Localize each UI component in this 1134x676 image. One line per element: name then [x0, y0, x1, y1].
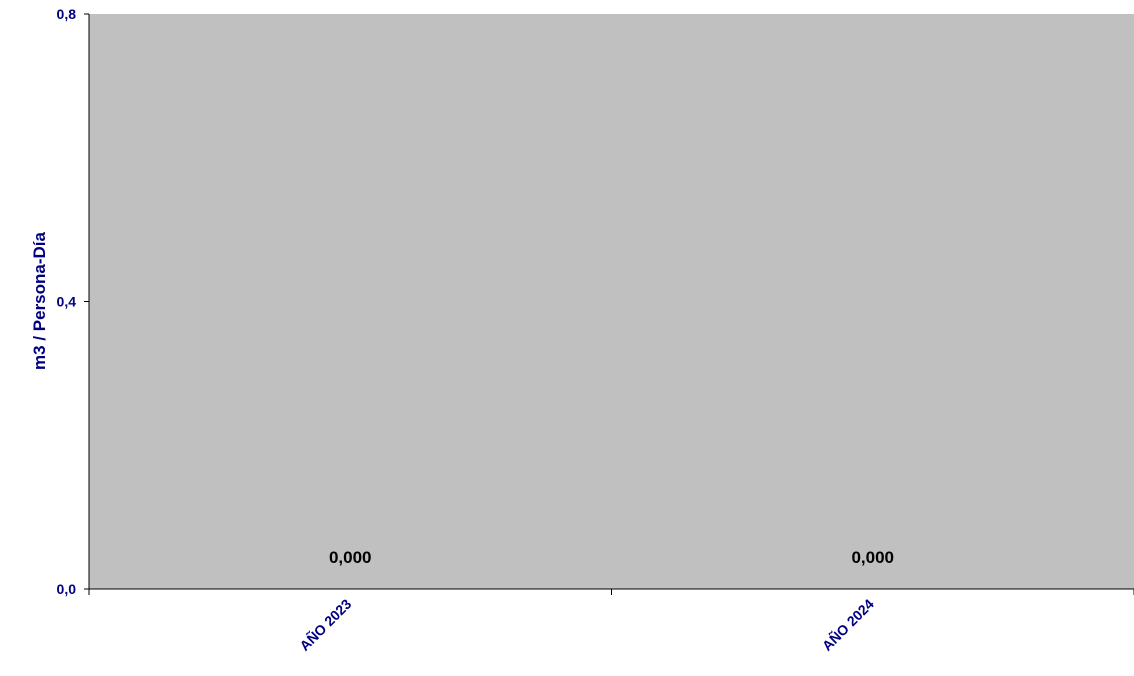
- data-label: 0,000: [329, 548, 372, 567]
- y-axis-title: m3 / Persona-Día: [30, 231, 49, 369]
- y-tick-label: 0,0: [57, 581, 77, 597]
- data-labels: 0,000 0,000: [329, 548, 894, 567]
- plot-area: [89, 14, 1134, 589]
- y-tick-label: 0,4: [57, 294, 77, 310]
- data-label: 0,000: [851, 548, 894, 567]
- y-tick-label: 0,8: [57, 6, 77, 22]
- x-tick-label: AÑO 2023: [296, 595, 355, 654]
- x-axis-labels: AÑO 2023 AÑO 2024: [296, 595, 877, 654]
- x-axis-ticks: [88, 589, 1134, 595]
- y-axis-ticks: 0,0 0,4 0,8: [57, 6, 89, 597]
- x-tick-label: AÑO 2024: [818, 595, 877, 654]
